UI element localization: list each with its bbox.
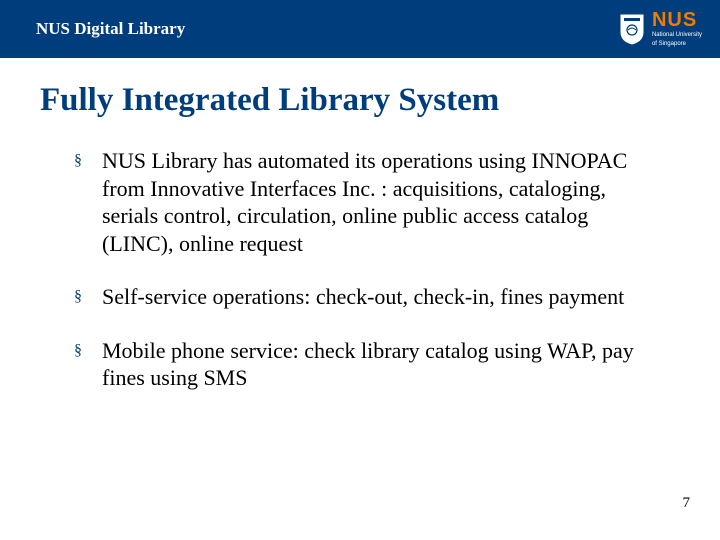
page-number: 7 xyxy=(683,495,691,512)
bullet-text: Self-service operations: check-out, chec… xyxy=(102,283,624,311)
logo-nus-text: NUS xyxy=(652,10,702,30)
slide-title: Fully Integrated Library System xyxy=(40,82,720,119)
bullet-marker: § xyxy=(74,288,82,306)
bullet-item: § NUS Library has automated its operatio… xyxy=(74,147,660,257)
bullet-marker: § xyxy=(74,152,82,170)
bullet-text: Mobile phone service: check library cata… xyxy=(102,337,660,392)
bullet-item: § Self-service operations: check-out, ch… xyxy=(74,283,660,311)
bullet-item: § Mobile phone service: check library ca… xyxy=(74,337,660,392)
content-area: § NUS Library has automated its operatio… xyxy=(0,147,720,392)
crest-icon xyxy=(618,12,646,46)
bullet-marker: § xyxy=(74,342,82,360)
logo-sub-line2: of Singapore xyxy=(652,41,702,48)
bullet-text: NUS Library has automated its operations… xyxy=(102,147,660,257)
logo-sub-line1: National University xyxy=(652,32,702,39)
header-title: NUS Digital Library xyxy=(36,19,185,39)
logo-text-block: NUS National University of Singapore xyxy=(652,10,702,47)
header-bar: NUS Digital Library NUS National Univers… xyxy=(0,0,720,58)
nus-logo: NUS National University of Singapore xyxy=(618,10,702,47)
